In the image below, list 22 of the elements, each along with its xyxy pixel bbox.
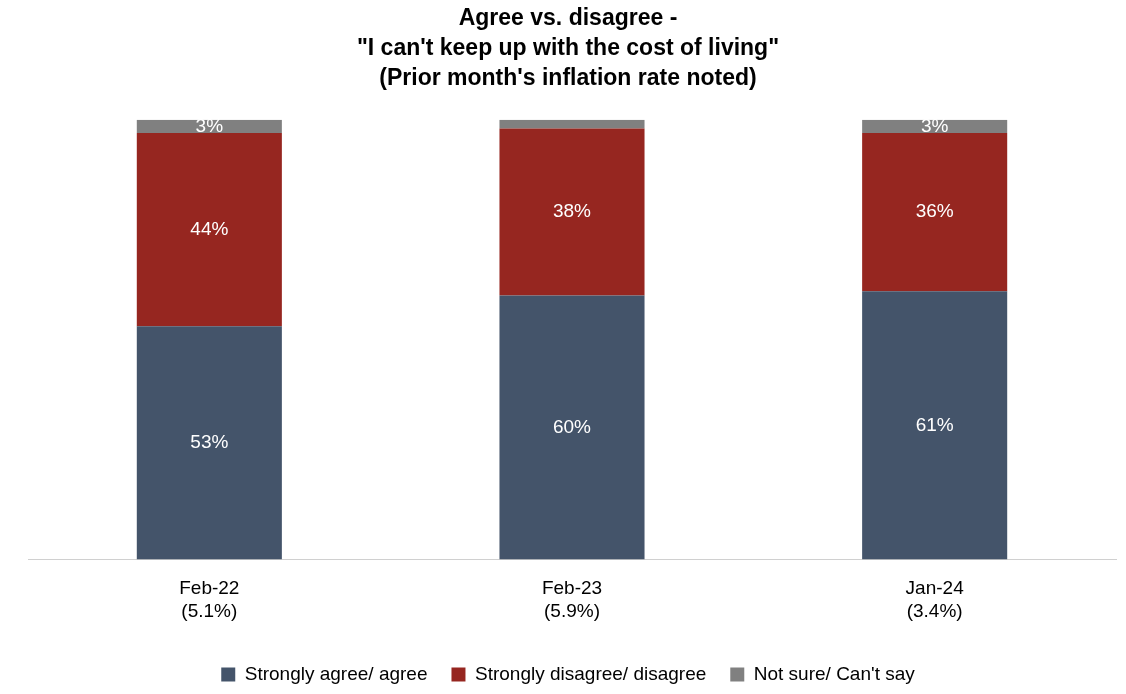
- chart-title: Agree vs. disagree - "I can't keep up with the cost of living" (Prior month's inflation rate noted): [356, 4, 780, 91]
- x-tick-label: Feb-23 (5.9%): [541, 577, 603, 621]
- bar: [862, 291, 1008, 560]
- data-label: 61%: [915, 413, 954, 435]
- legend-label: Strongly disagree/ disagree: [474, 662, 707, 684]
- bar: [499, 295, 645, 560]
- legend-label: Not sure/ Can't say: [753, 662, 916, 684]
- bar: [136, 132, 282, 327]
- bar: [499, 119, 645, 129]
- data-label: 53%: [190, 431, 229, 453]
- data-label: 60%: [552, 415, 592, 437]
- data-label: 3%: [920, 114, 949, 136]
- data-label: 44%: [190, 217, 229, 239]
- x-tick-label: Jan-24 (3.4%): [905, 577, 965, 621]
- bar: [136, 326, 282, 560]
- data-label: 38%: [552, 200, 592, 222]
- data-label: 3%: [195, 114, 224, 136]
- bar: [862, 132, 1008, 292]
- bar: [499, 128, 645, 296]
- x-tick-label: Feb-22 (5.1%): [179, 577, 240, 621]
- legend-label: Strongly agree/ agree: [244, 662, 428, 684]
- data-label: 36%: [915, 200, 954, 222]
